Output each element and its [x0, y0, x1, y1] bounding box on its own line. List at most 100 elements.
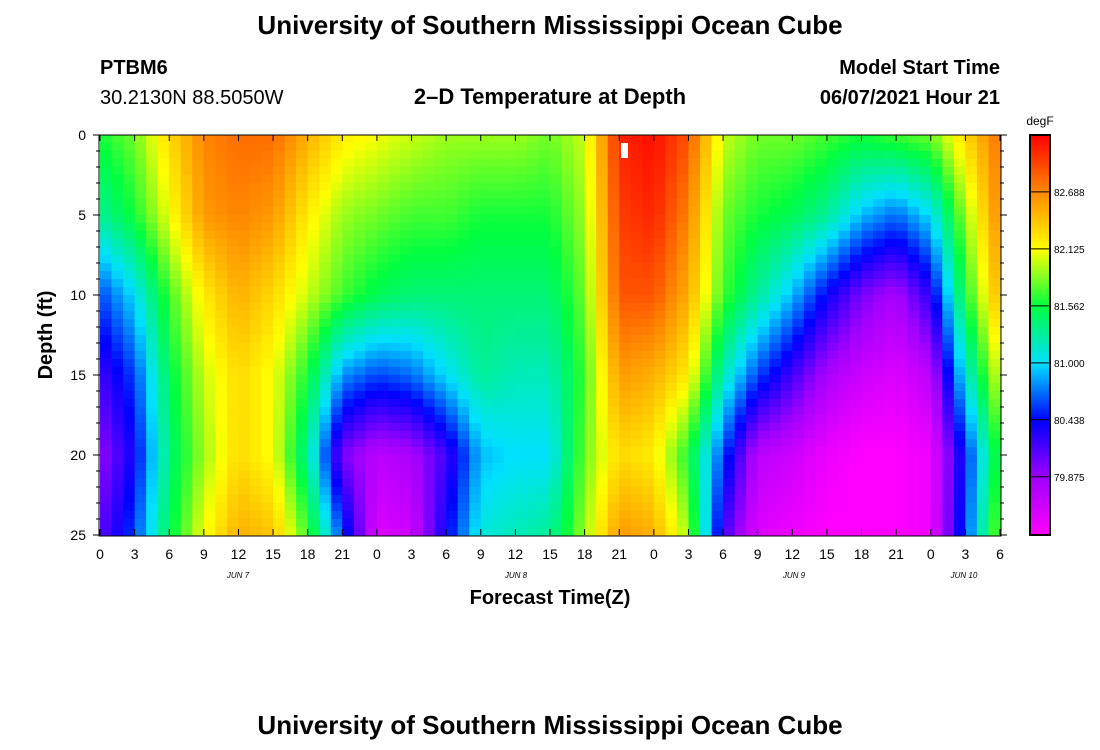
heatmap-cell	[180, 215, 193, 224]
heatmap-cell	[630, 191, 643, 200]
heatmap-cell	[353, 399, 366, 408]
heatmap-cell	[676, 255, 690, 264]
heatmap-cell	[192, 383, 205, 392]
heatmap-cell	[896, 255, 909, 264]
heatmap-cell	[365, 511, 378, 520]
heatmap-cell	[411, 263, 424, 272]
heatmap-cell	[146, 143, 159, 152]
heatmap-cell	[215, 231, 228, 240]
heatmap-cell	[319, 303, 332, 312]
heatmap-cell	[203, 479, 216, 488]
heatmap-cell	[480, 143, 493, 152]
heatmap-cell	[411, 351, 424, 360]
heatmap-cell	[942, 271, 955, 280]
heatmap-cell	[861, 487, 874, 496]
heatmap-cell	[123, 135, 136, 144]
heatmap-cell	[550, 207, 563, 216]
heatmap-cell	[769, 135, 782, 144]
heatmap-cell	[884, 439, 897, 448]
heatmap-cell	[792, 471, 805, 480]
x-tick-label: 15	[819, 546, 835, 562]
heatmap-cell	[226, 375, 240, 384]
heatmap-cell	[296, 135, 309, 144]
title-bottom: University of Southern Mississippi Ocean…	[257, 710, 843, 740]
heatmap-cell	[826, 351, 840, 360]
heatmap-cell	[596, 463, 609, 472]
heatmap-cell	[988, 471, 1001, 480]
heatmap-cell	[503, 303, 516, 312]
heatmap-cell	[596, 367, 609, 376]
heatmap-cell	[907, 463, 920, 472]
heatmap-cell	[342, 367, 355, 376]
heatmap-cell	[619, 167, 632, 176]
heatmap-cell	[296, 423, 309, 432]
heatmap-cell	[746, 495, 759, 504]
heatmap-cell	[261, 383, 274, 392]
heatmap-cell	[261, 495, 274, 504]
heatmap-cell	[307, 143, 320, 152]
heatmap-cell	[642, 431, 655, 440]
heatmap-cell	[296, 231, 309, 240]
heatmap-cell	[457, 167, 470, 176]
heatmap-cell	[134, 335, 147, 344]
heatmap-cell	[746, 519, 759, 528]
heatmap-cell	[192, 311, 205, 320]
heatmap-cell	[976, 375, 990, 384]
heatmap-cell	[746, 407, 759, 416]
heatmap-cell	[250, 239, 263, 248]
heatmap-cell	[630, 135, 643, 144]
heatmap-cell	[319, 415, 332, 424]
heatmap-cell	[250, 479, 263, 488]
heatmap-cell	[976, 287, 990, 296]
heatmap-cell	[123, 167, 136, 176]
heatmap-cell	[884, 271, 897, 280]
heatmap-cell	[619, 183, 632, 192]
heatmap-cell	[700, 447, 713, 456]
heatmap-cell	[192, 303, 205, 312]
heatmap-cell	[365, 167, 378, 176]
heatmap-cell	[665, 415, 678, 424]
heatmap-cell	[273, 271, 286, 280]
heatmap-cell	[976, 479, 990, 488]
heatmap-cell	[111, 159, 124, 168]
heatmap-cell	[307, 215, 320, 224]
heatmap-cell	[619, 439, 632, 448]
heatmap-cell	[192, 151, 205, 160]
y-tick-label: 10	[70, 287, 86, 303]
heatmap-cell	[376, 223, 390, 232]
heatmap-cell	[238, 199, 251, 208]
heatmap-cell	[665, 143, 678, 152]
heatmap-cell	[780, 191, 793, 200]
heatmap-cell	[296, 479, 309, 488]
heatmap-cell	[538, 295, 551, 304]
heatmap-cell	[734, 391, 747, 400]
heatmap-cell	[584, 207, 597, 216]
heatmap-cell	[215, 223, 228, 232]
heatmap-cell	[734, 407, 747, 416]
heatmap-cell	[988, 391, 1001, 400]
heatmap-cell	[169, 175, 182, 184]
heatmap-cell	[953, 143, 966, 152]
heatmap-cell	[653, 431, 666, 440]
heatmap-cell	[873, 167, 886, 176]
heatmap-cell	[319, 527, 332, 536]
heatmap-cell	[203, 375, 216, 384]
heatmap-cell	[353, 367, 366, 376]
heatmap-cell	[411, 511, 424, 520]
heatmap-cell	[376, 311, 390, 320]
heatmap-cell	[653, 455, 666, 464]
heatmap-cell	[873, 295, 886, 304]
heatmap-cell	[526, 439, 540, 448]
heatmap-cell	[976, 487, 990, 496]
heatmap-cell	[850, 151, 863, 160]
heatmap-cell	[134, 247, 147, 256]
heatmap-cell	[400, 335, 413, 344]
heatmap-cell	[573, 183, 586, 192]
heatmap-cell	[469, 231, 482, 240]
heatmap-cell	[907, 343, 920, 352]
heatmap-cell	[480, 327, 493, 336]
heatmap-cell	[273, 263, 286, 272]
heatmap-cell	[261, 503, 274, 512]
heatmap-cell	[526, 255, 540, 264]
heatmap-cell	[146, 199, 159, 208]
